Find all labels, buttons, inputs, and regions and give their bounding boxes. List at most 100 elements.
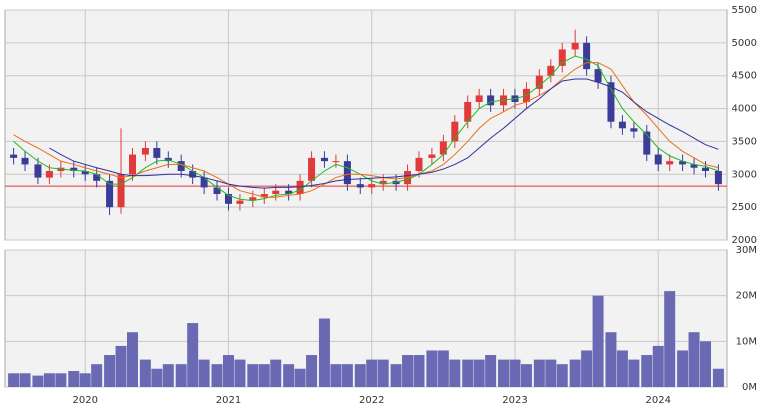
candle-body (464, 102, 472, 122)
volume-bar (641, 355, 653, 387)
candle-body (141, 148, 149, 155)
candle-body (70, 167, 78, 171)
volume-bar (162, 364, 174, 387)
candle-body (618, 121, 626, 129)
candle-body (200, 177, 208, 188)
candle-body (702, 167, 710, 171)
volume-bar (652, 345, 664, 387)
candle-body (272, 190, 280, 194)
candle-body (630, 128, 638, 132)
volume-bar (462, 359, 474, 387)
volume-bar (211, 364, 223, 387)
candle-body (643, 131, 651, 155)
candle-body (415, 157, 423, 171)
y-tick-label: 3000 (732, 169, 757, 180)
candle-body (332, 161, 340, 163)
volume-bar (390, 364, 402, 387)
candle-body (34, 164, 42, 178)
moving-average-line (13, 62, 719, 198)
y-tick-label: 2500 (732, 202, 757, 213)
candle-body (93, 174, 101, 181)
volume-bar (354, 364, 366, 387)
candle-body (224, 194, 232, 204)
candle-body (583, 42, 591, 70)
volume-bar (677, 350, 689, 387)
volume-bar (366, 359, 378, 387)
volume-bar (592, 295, 604, 387)
volume-bar (8, 373, 20, 387)
candle-body (571, 42, 579, 50)
y-tick-label: 4500 (732, 71, 757, 82)
volume-bar (126, 332, 138, 387)
candle-body (236, 200, 244, 204)
volume-bar (688, 332, 700, 387)
candle-body (81, 171, 89, 175)
candle-body (714, 171, 722, 185)
candle-body (308, 157, 316, 181)
y-tick-label: 5500 (732, 5, 757, 16)
volume-bar (283, 364, 295, 387)
volume-bar (569, 359, 581, 387)
volume-bar (712, 368, 724, 387)
volume-bar (306, 355, 318, 387)
y-tick-label: 4000 (732, 104, 757, 115)
volume-bar (426, 350, 438, 387)
y-tick-label: 2000 (732, 235, 757, 246)
volume-bar (509, 359, 521, 387)
volume-bar (545, 359, 557, 387)
candle-body (607, 82, 615, 122)
volume-bar (616, 350, 628, 387)
candle-body (260, 194, 268, 198)
candle-body (679, 161, 687, 165)
volume-bar (68, 371, 80, 387)
candle-body (117, 174, 125, 208)
volume-bar (485, 355, 497, 387)
candle-body (594, 69, 602, 83)
volume-bar (341, 364, 353, 387)
y-tick-label: 0M (742, 382, 757, 393)
x-tick-label: 2024 (646, 395, 671, 406)
volume-bar (19, 373, 31, 387)
volume-bar (628, 359, 640, 387)
price-panel (4, 9, 728, 241)
x-tick-label: 2020 (72, 395, 97, 406)
volume-bar (222, 355, 234, 387)
candle-body (343, 161, 351, 185)
volume-bar (79, 373, 91, 387)
volume-bar (700, 341, 712, 387)
candle-body (356, 184, 364, 188)
candle-body (106, 180, 114, 208)
volume-bar (151, 368, 163, 387)
candle-body (189, 171, 197, 178)
volume-bar (520, 364, 532, 387)
moving-average-line (13, 55, 719, 202)
y-tick-label: 30M (736, 245, 757, 256)
y-tick-label: 3500 (732, 136, 757, 147)
candle-body (153, 148, 161, 158)
volume-bar (533, 359, 545, 387)
volume-bar (473, 359, 485, 387)
candle-body (547, 65, 555, 76)
x-tick-label: 2023 (502, 395, 527, 406)
volume-bar (377, 359, 389, 387)
candle-body (249, 197, 257, 201)
candle-body (558, 49, 566, 66)
candle-body (475, 95, 483, 102)
x-tick-label: 2021 (216, 395, 241, 406)
volume-bar (270, 359, 282, 387)
candle-body (428, 154, 436, 158)
candle-body (320, 157, 328, 162)
volume-bar (187, 323, 199, 387)
candle-body (379, 180, 387, 185)
candle-body (690, 164, 698, 168)
volume-bar (32, 375, 44, 387)
volume-bar (43, 373, 55, 387)
y-tick-label: 20M (736, 291, 757, 302)
volume-bar (139, 359, 151, 387)
candle-body (10, 154, 18, 158)
volume-bar (581, 350, 593, 387)
candle-body (439, 141, 447, 155)
volume-bar (449, 359, 461, 387)
candle-body (177, 161, 185, 171)
volume-bar (605, 332, 617, 387)
